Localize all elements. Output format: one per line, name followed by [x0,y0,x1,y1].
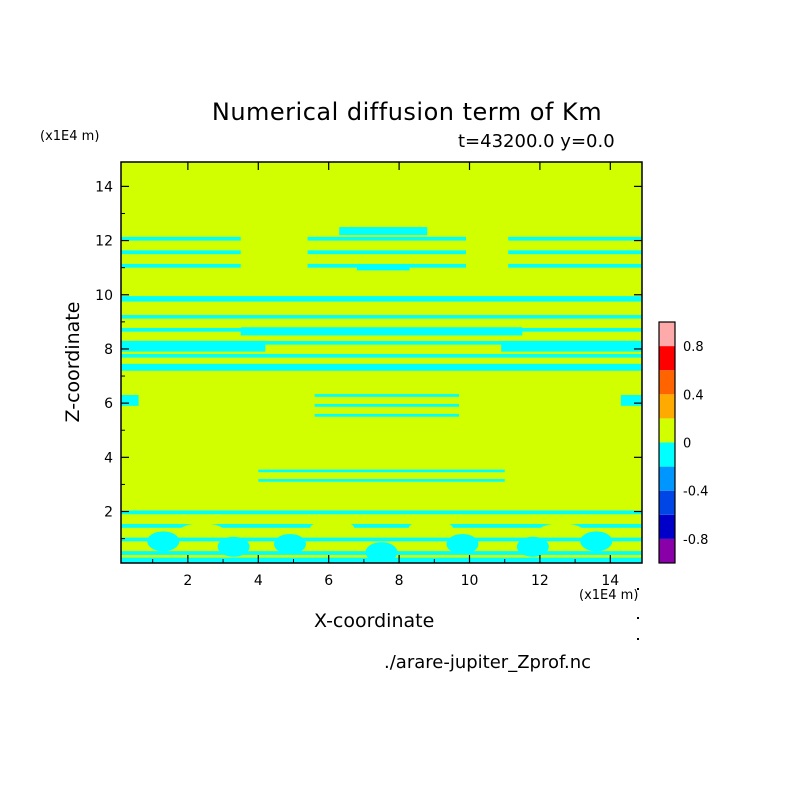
field-cell-negative [365,542,398,563]
field-cell-negative [273,534,306,555]
x-tick-label: 2 [183,573,192,589]
y-tick-label: 12 [95,234,113,250]
field-cell-positive [179,523,224,538]
plot-area [121,162,642,563]
colorbar-swatch [659,370,675,395]
field-background [121,162,642,563]
field-cell-negative [580,531,613,552]
y-tick-label: 4 [104,450,113,466]
field-cell-negative [121,340,266,352]
field-cell-negative [217,536,250,557]
field-cell-negative [516,536,549,557]
field-cell-positive [539,523,584,538]
field-cell-negative [307,236,466,241]
y-tick-label: 2 [104,505,113,521]
colorbar-tick-label: -0.8 [683,533,708,548]
field-cell-negative [121,524,642,528]
field-cell-negative [121,296,642,302]
colorbar-tick-label: 0.8 [683,340,704,355]
colorbar-swatch [659,322,675,347]
colorbar-swatch [659,538,675,563]
colorbar-swatch [659,514,675,539]
y-axis-unit: (x1E4 m) [40,129,100,144]
field-cell-negative [121,363,642,371]
field-cell-negative [240,327,523,336]
field-cell-negative [508,263,642,268]
field-cell-negative [508,250,642,255]
y-axis-label: Z-coordinate [62,301,84,423]
field-cell-negative [121,250,241,255]
field-cell-negative [620,395,642,406]
y-axis: 2 4 6 8 10 12 14 [95,179,642,540]
chart-subtitle: t=43200.0 y=0.0 [458,131,615,152]
field-cell-negative [121,236,241,241]
field-cell-negative [121,537,642,542]
field-cell-negative [446,534,479,555]
y-tick-label: 14 [95,179,113,195]
colorbar-swatch [659,490,675,515]
marker-dot [637,588,639,590]
field-cell-negative [258,469,505,473]
x-tick-label: 8 [395,573,404,589]
field-cell-negative [121,354,642,358]
field-cell-negative [307,250,466,255]
field-cell-negative [314,394,459,397]
colorbar-frame [658,321,676,564]
colorbar-swatch [659,418,675,443]
colorbar-swatch [659,442,675,467]
field-cell-negative [121,341,642,345]
y-tick-label: 8 [104,342,113,358]
field-cell-negative [508,236,642,241]
field-cell-negative [258,479,505,482]
colorbar: 0.8 0.4 0 -0.4 -0.8 [658,321,708,564]
colorbar-swatch [659,346,675,371]
field-cell-negative [121,263,241,268]
colorbar-tick-label: 0.4 [683,388,704,403]
marker-dot [637,617,639,619]
x-tick-label: 12 [531,573,549,589]
x-axis: 2 4 6 8 10 12 14 [152,162,619,589]
colorbar-swatch [659,466,675,491]
field-cell-negative [121,510,642,515]
x-tick-label: 6 [324,573,333,589]
x-axis-unit: (x1E4 m) [579,588,639,603]
source-filename: ./arare-jupiter_Zprof.nc [384,652,592,673]
plot-frame [120,161,643,564]
y-tick-label: 10 [95,288,113,304]
field-cell-negative [501,340,642,352]
field-cell-negative [314,404,459,407]
x-axis-label: X-coordinate [314,610,435,632]
colorbar-tick-label: 0 [683,437,691,452]
x-tick-label: 14 [601,573,619,589]
y-tick-label: 6 [104,396,113,412]
chart-title: Numerical diffusion term of Km [211,98,603,126]
x-tick-label: 4 [254,573,263,589]
field-cell-negative [147,531,180,552]
field-cell-positive [408,520,453,535]
colorbar-tick-label: -0.4 [683,485,708,500]
colorbar-swatch [659,394,675,419]
field-cell-negative [356,264,410,271]
field-cell-positive [310,520,355,535]
marker-dot [637,638,639,640]
field-cell-negative [314,413,459,417]
field-cell-negative [339,227,428,236]
x-tick-label: 10 [461,573,479,589]
field-cell-negative [121,395,139,406]
field-cell-negative [121,315,642,319]
